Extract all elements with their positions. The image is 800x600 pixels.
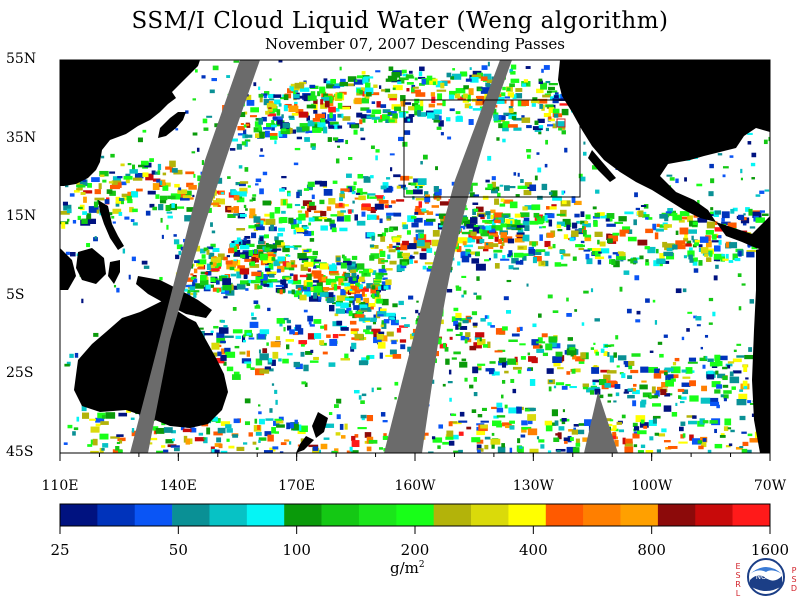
colorbar-swatch (471, 504, 509, 526)
central-america (716, 216, 770, 252)
colorbar-swatch (433, 504, 472, 526)
colorbar-tick-label: 1600 (750, 541, 790, 559)
cloud-field (60, 60, 770, 453)
baja-peninsula (588, 150, 616, 182)
philippines-island (98, 200, 124, 250)
y-axis-label: 5S (6, 286, 25, 303)
x-axis-label: 70W (753, 478, 787, 494)
colorbar-swatch (358, 504, 397, 526)
colorbar-tick-label: 800 (637, 541, 666, 559)
colorbar-swatch (732, 504, 771, 526)
colorbar-swatch (209, 504, 248, 526)
map-title: SSM/I Cloud Liquid Water (Weng algorithm… (131, 8, 669, 34)
colorbar-swatch (695, 504, 733, 526)
land-masses (60, 60, 770, 453)
no-data-swaths (130, 60, 618, 453)
swath-gap-west (130, 60, 260, 453)
colorbar-swatch (97, 504, 136, 526)
x-axis-label: 140E (159, 478, 197, 494)
colorbar-swatch (508, 504, 547, 526)
new-zealand-south (296, 436, 314, 453)
y-axis-label: 35N (6, 129, 37, 146)
colorbar-swatch (134, 504, 173, 526)
map-subtitle: November 07, 2007 Descending Passes (264, 35, 565, 53)
x-axis-label: 130W (512, 478, 554, 494)
y-axis-label: 45S (6, 444, 34, 460)
colorbar-tick-label: 200 (400, 541, 430, 559)
colorbar-swatch (60, 504, 98, 526)
colorbar-tick-label: 25 (50, 541, 70, 559)
y-axis-label: 15N (6, 208, 37, 225)
colorbar-tick-label: 400 (519, 541, 548, 559)
noaa-logo-text: NOAA (756, 573, 777, 581)
colorbar-swatch (583, 504, 621, 526)
asia-landmass (60, 60, 200, 186)
y-axis-label: 25S (6, 365, 34, 382)
colorbar-swatch (246, 504, 285, 526)
colorbar-swatch (284, 504, 322, 526)
colorbar-swatch (545, 504, 584, 526)
site-marker (556, 118, 566, 128)
sulawesi-island (108, 260, 120, 284)
new-zealand-north (312, 412, 328, 438)
borneo-island (76, 248, 106, 284)
sumatra-island (60, 248, 76, 290)
x-axis-label: 100W (631, 478, 673, 494)
swath-gap-central (384, 60, 512, 453)
x-axis-label: 110E (41, 478, 79, 494)
colorbar-swatch (396, 504, 434, 526)
japan-island (158, 112, 186, 138)
region-box (403, 99, 581, 198)
colorbar-swatch (321, 504, 360, 526)
swath-gap-east (584, 392, 618, 453)
colorbar-tick-label: 100 (282, 541, 311, 559)
south-america-landmass (752, 246, 770, 453)
x-axis-label: 160W (394, 478, 436, 494)
colorbar-swatch (657, 504, 696, 526)
australia-landmass (74, 300, 228, 428)
axis-ticks (59, 453, 771, 461)
colorbar-tick-label: 50 (168, 541, 188, 559)
north-america-landmass (558, 60, 770, 222)
y-axis-label: 55N (6, 51, 37, 67)
x-axis-label: 170E (278, 478, 316, 494)
colorbar-units: g/m2 (390, 559, 425, 577)
colorbar (59, 503, 771, 534)
colorbar-swatch (172, 504, 210, 526)
colorbar-swatch (620, 504, 659, 526)
